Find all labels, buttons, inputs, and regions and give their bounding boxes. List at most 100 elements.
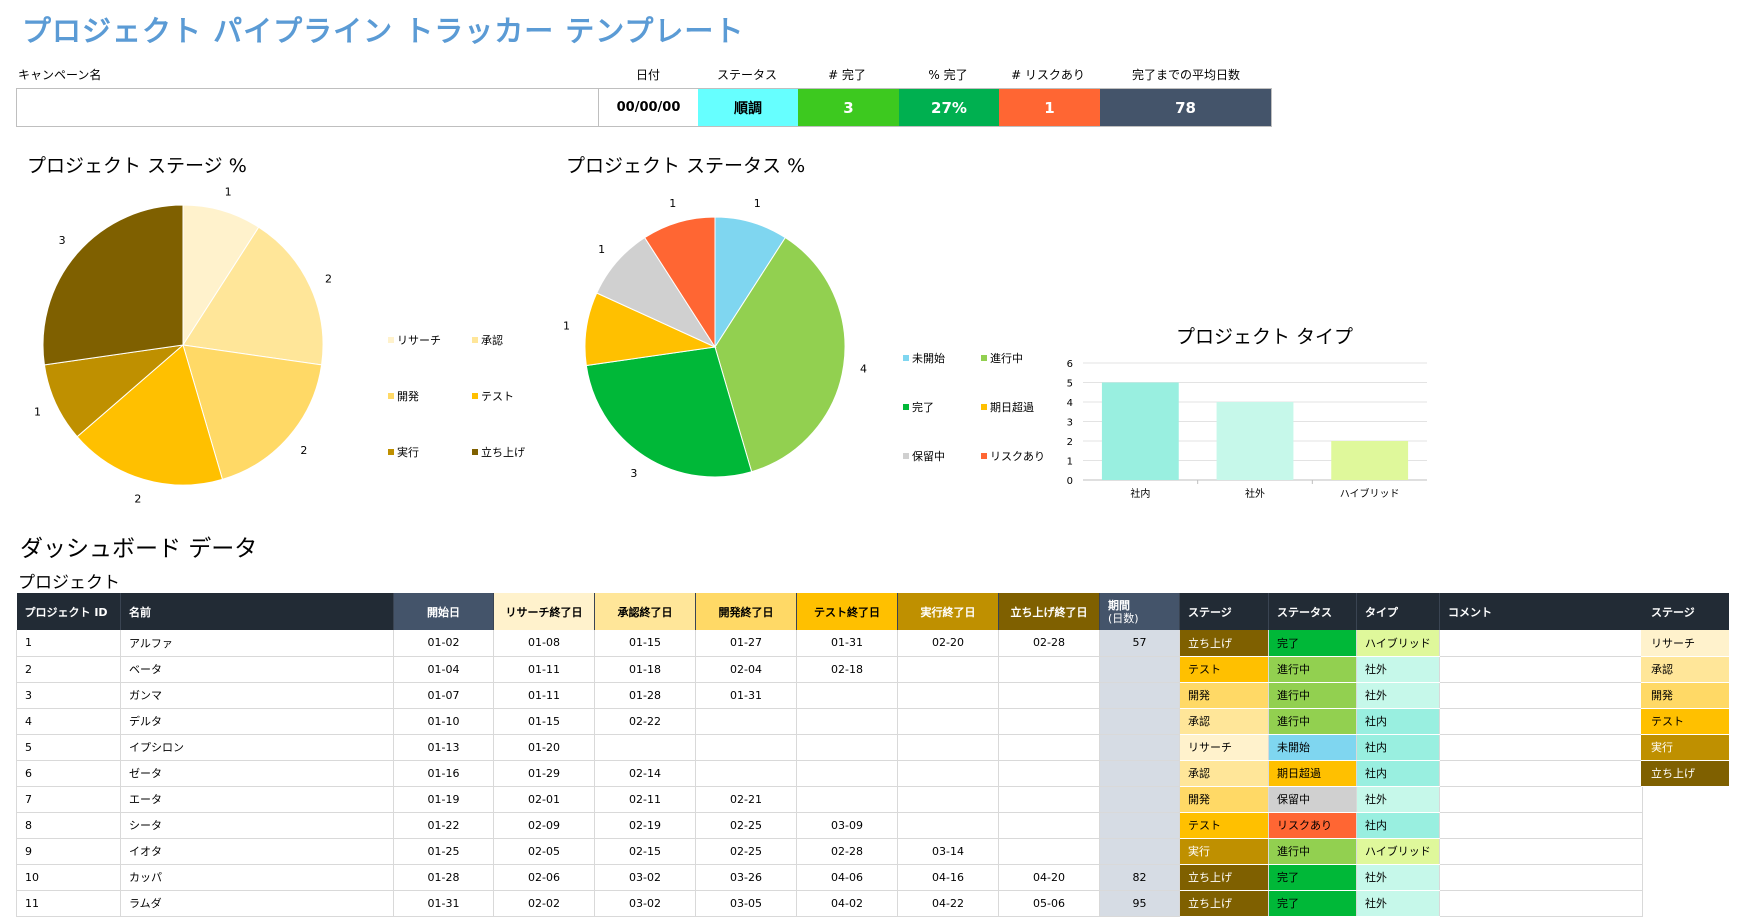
cell-start[interactable]: 01-19 [393,786,494,813]
cell-exec-end[interactable]: 02-20 [897,630,999,657]
campaign-name-input[interactable] [17,89,599,126]
cell-launch-end[interactable] [998,734,1100,761]
header-research-end[interactable]: リサーチ終了日 [493,593,595,630]
cell-status[interactable]: リスクあり [1268,812,1357,839]
cell-stage[interactable]: テスト [1179,812,1269,839]
cell-name[interactable]: シータ [120,812,394,839]
cell-approval-end[interactable]: 02-22 [594,708,696,735]
header-start[interactable]: 開始日 [393,593,494,630]
cell-comment[interactable] [1439,890,1643,917]
header-id[interactable]: プロジェクト ID [16,593,121,630]
cell-type[interactable]: 社外 [1356,682,1440,709]
cell-research-end[interactable]: 01-20 [493,734,595,761]
cell-start[interactable]: 01-02 [393,630,494,657]
cell-approval-end[interactable]: 02-14 [594,760,696,787]
cell-status[interactable]: 保留中 [1268,786,1357,813]
table-row[interactable]: 6 ゼータ 01-16 01-29 02-14 承認 期日超過 社内 [16,760,1643,787]
cell-comment[interactable] [1439,812,1643,839]
cell-id[interactable]: 1 [16,630,121,657]
cell-start[interactable]: 01-07 [393,682,494,709]
cell-launch-end[interactable] [998,812,1100,839]
cell-approval-end[interactable]: 02-15 [594,838,696,865]
cell-status[interactable]: 未開始 [1268,734,1357,761]
header-duration[interactable]: 期間 (日数) [1099,593,1180,630]
cell-start[interactable]: 01-04 [393,656,494,683]
cell-duration[interactable] [1099,656,1180,683]
cell-approval-end[interactable] [594,734,696,761]
header-approval-end[interactable]: 承認終了日 [594,593,696,630]
cell-name[interactable]: デルタ [120,708,394,735]
cell-research-end[interactable]: 01-11 [493,682,595,709]
cell-start[interactable]: 01-22 [393,812,494,839]
cell-comment[interactable] [1439,656,1643,683]
header-comment[interactable]: コメント [1439,593,1643,630]
cell-research-end[interactable]: 02-09 [493,812,595,839]
kpi-status-value[interactable]: 順調 [698,89,798,126]
cell-stage[interactable]: テスト [1179,656,1269,683]
cell-status[interactable]: 完了 [1268,630,1357,657]
cell-test-end[interactable] [796,760,898,787]
cell-test-end[interactable]: 03-09 [796,812,898,839]
cell-comment[interactable] [1439,786,1643,813]
cell-id[interactable]: 10 [16,864,121,891]
cell-stage[interactable]: 承認 [1179,708,1269,735]
cell-approval-end[interactable]: 03-02 [594,890,696,917]
table-row[interactable]: 2 ベータ 01-04 01-11 01-18 02-04 02-18 テスト 進行中 社外 [16,656,1643,683]
header-test-end[interactable]: テスト終了日 [796,593,898,630]
header-status[interactable]: ステータス [1268,593,1357,630]
cell-id[interactable]: 2 [16,656,121,683]
cell-exec-end[interactable]: 04-22 [897,890,999,917]
cell-start[interactable]: 01-13 [393,734,494,761]
cell-research-end[interactable]: 01-29 [493,760,595,787]
cell-type[interactable]: 社内 [1356,812,1440,839]
cell-launch-end[interactable] [998,708,1100,735]
cell-type[interactable]: 社内 [1356,760,1440,787]
cell-dev-end[interactable]: 01-27 [695,630,797,657]
cell-exec-end[interactable] [897,682,999,709]
cell-start[interactable]: 01-16 [393,760,494,787]
cell-test-end[interactable]: 04-02 [796,890,898,917]
cell-exec-end[interactable] [897,812,999,839]
cell-dev-end[interactable]: 03-05 [695,890,797,917]
table-row[interactable]: 9 イオタ 01-25 02-05 02-15 02-25 02-28 03-14 実行 進行中ハ… [16,838,1643,865]
kpi-date-value[interactable]: 00/00/00 [599,89,698,126]
cell-launch-end[interactable] [998,760,1100,787]
header-stage[interactable]: ステージ [1179,593,1269,630]
cell-comment[interactable] [1439,838,1643,865]
cell-duration[interactable] [1099,760,1180,787]
cell-id[interactable]: 3 [16,682,121,709]
cell-duration[interactable]: 57 [1099,630,1180,657]
cell-exec-end[interactable] [897,656,999,683]
cell-id[interactable]: 9 [16,838,121,865]
cell-dev-end[interactable]: 01-31 [695,682,797,709]
cell-research-end[interactable]: 02-01 [493,786,595,813]
cell-test-end[interactable] [796,682,898,709]
cell-id[interactable]: 7 [16,786,121,813]
cell-dev-end[interactable] [695,708,797,735]
cell-exec-end[interactable] [897,734,999,761]
cell-name[interactable]: ゼータ [120,760,394,787]
header-exec-end[interactable]: 実行終了日 [897,593,999,630]
cell-stage[interactable]: 開発 [1179,786,1269,813]
cell-status[interactable]: 進行中 [1268,656,1357,683]
cell-dev-end[interactable]: 03-26 [695,864,797,891]
table-row[interactable]: 8 シータ 01-22 02-09 02-19 02-25 03-09 テスト リスクあり 社内 [16,812,1643,839]
cell-stage[interactable]: 承認 [1179,760,1269,787]
cell-type[interactable]: 社外 [1356,890,1440,917]
cell-type[interactable]: 社外 [1356,656,1440,683]
cell-launch-end[interactable] [998,838,1100,865]
cell-comment[interactable] [1439,682,1643,709]
cell-status[interactable]: 完了 [1268,890,1357,917]
cell-start[interactable]: 01-31 [393,890,494,917]
cell-research-end[interactable]: 01-11 [493,656,595,683]
cell-stage[interactable]: 開発 [1179,682,1269,709]
cell-comment[interactable] [1439,760,1643,787]
cell-stage[interactable]: 立ち上げ [1179,630,1269,657]
cell-test-end[interactable] [796,786,898,813]
cell-status[interactable]: 進行中 [1268,838,1357,865]
cell-comment[interactable] [1439,630,1643,657]
cell-duration[interactable] [1099,734,1180,761]
cell-approval-end[interactable]: 02-19 [594,812,696,839]
cell-exec-end[interactable]: 03-14 [897,838,999,865]
cell-stage[interactable]: 立ち上げ [1179,890,1269,917]
